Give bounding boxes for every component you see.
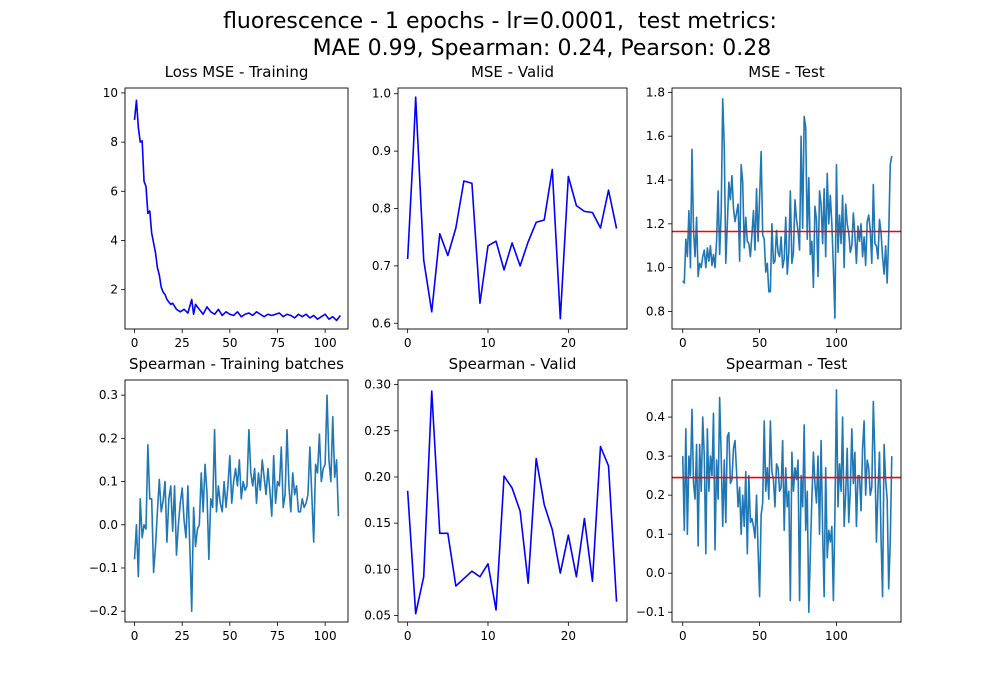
series-line-1 (133, 99, 342, 322)
figure-title-line-1: fluorescence - 1 epochs - lr=0.0001, tes… (223, 9, 777, 34)
subplot-spearman-train: Spearman - Training batches 0 25 50 75 100 −0.… (89, 355, 349, 643)
y-tick-label: 0.2 (99, 431, 118, 445)
axes-frame (671, 87, 902, 330)
x-tick-label: 0 (131, 629, 139, 643)
x-tick-label: 100 (825, 336, 848, 350)
subplot-spearman-test: Spearman - Test 0 50 100 −0.1 0.0 0.1 0.2 0.3 0.4 (636, 355, 902, 643)
x-tick-label: 10 (480, 629, 495, 643)
y-tick-label: 0.15 (364, 516, 391, 530)
x-tick-label: 100 (314, 629, 337, 643)
x-tick-label: 25 (175, 336, 190, 350)
subplot-title: Spearman - Test (726, 355, 847, 373)
axes-frame (397, 379, 628, 623)
subplot-mse-valid: MSE - Valid 0 10 20 0.6 0.7 0.8 0.9 1.0 (372, 63, 628, 350)
y-tick-label: 10 (103, 86, 118, 100)
series-line-1 (682, 98, 893, 319)
x-tick-label: 50 (222, 629, 237, 643)
y-tick-label: 8 (110, 135, 118, 149)
plot-data-group (672, 388, 901, 614)
x-tick-label: 0 (404, 336, 412, 350)
subplot-title: MSE - Test (748, 63, 825, 81)
y-tick-label: 0.30 (364, 378, 391, 392)
y-tick-label: −0.1 (636, 605, 665, 619)
x-tick-label: 75 (270, 629, 285, 643)
axes-frame (671, 379, 902, 623)
subplot-spearman-valid: Spearman - Valid 0 10 20 0.05 0.10 0.15 0.20 0.2… (364, 355, 628, 643)
y-tick-label: 0.6 (372, 316, 391, 330)
x-tick-label: 50 (752, 629, 767, 643)
y-tick-label: 0.3 (99, 388, 118, 402)
y-tick-label: 0.2 (646, 488, 665, 502)
y-tick-label: 1.4 (646, 173, 665, 187)
subplot-title: Spearman - Training batches (129, 355, 344, 373)
y-tick-label: 0.7 (372, 259, 391, 273)
y-tick-label: 0.10 (364, 562, 391, 576)
x-tick-label: 0 (679, 336, 687, 350)
x-tick-label: 0 (679, 629, 687, 643)
y-tick-label: 0.1 (646, 527, 665, 541)
axes-frame (124, 87, 349, 330)
subplot-title: Loss MSE - Training (165, 63, 309, 81)
series-line-1 (406, 390, 618, 615)
subplot-title: Spearman - Valid (449, 355, 577, 373)
y-tick-label: 1.2 (646, 217, 665, 231)
y-tick-label: 0.4 (646, 410, 665, 424)
series-line-1 (133, 394, 340, 613)
x-tick-label: 20 (561, 336, 576, 350)
y-tick-label: −0.1 (89, 561, 118, 575)
x-tick-label: 100 (825, 629, 848, 643)
y-tick-label: 0.9 (372, 144, 391, 158)
x-tick-label: 25 (175, 629, 190, 643)
y-tick-label: 0.8 (372, 202, 391, 216)
y-tick-label: 0.05 (364, 609, 391, 623)
y-tick-label: 1.0 (372, 87, 391, 101)
y-tick-label: 0.1 (99, 475, 118, 489)
plot-data-group (133, 99, 342, 322)
plot-data-group (406, 390, 618, 615)
x-tick-label: 50 (222, 336, 237, 350)
subplot-loss-train: Loss MSE - Training 0 25 50 75 100 2 4 6 8 10 (103, 63, 349, 350)
y-tick-label: 1.0 (646, 261, 665, 275)
y-tick-label: 4 (110, 233, 118, 247)
plot-data-group (133, 394, 340, 613)
plot-data-group (672, 98, 901, 319)
y-tick-label: 0.8 (646, 304, 665, 318)
plot-data-group (406, 96, 618, 320)
x-tick-label: 50 (752, 336, 767, 350)
y-tick-label: 0.0 (646, 566, 665, 580)
y-tick-label: 0.25 (364, 424, 391, 438)
axes-frame (397, 87, 628, 330)
y-tick-label: 0.20 (364, 470, 391, 484)
x-tick-label: 0 (131, 336, 139, 350)
y-tick-label: 2 (110, 283, 118, 297)
subplot-title: MSE - Valid (471, 63, 554, 81)
y-tick-label: 0.3 (646, 449, 665, 463)
y-tick-label: 1.8 (646, 85, 665, 99)
axes-frame (124, 379, 349, 623)
x-tick-label: 100 (314, 336, 337, 350)
subplot-mse-test: MSE - Test 0 50 100 0.8 1.0 1.2 1.4 1.6 1.8 (646, 63, 902, 350)
series-line-1 (681, 388, 893, 614)
series-line-1 (406, 96, 618, 320)
x-tick-label: 10 (480, 336, 495, 350)
y-tick-label: 0.0 (99, 518, 118, 532)
y-tick-label: −0.2 (89, 604, 118, 618)
y-tick-label: 1.6 (646, 129, 665, 143)
x-tick-label: 0 (404, 629, 412, 643)
x-tick-label: 75 (270, 336, 285, 350)
figure-title-line-2: MAE 0.99, Spearman: 0.24, Pearson: 0.28 (228, 36, 772, 61)
y-tick-label: 6 (110, 184, 118, 198)
figure-title: fluorescence - 1 epochs - lr=0.0001, tes… (0, 8, 1000, 62)
x-tick-label: 20 (561, 629, 576, 643)
